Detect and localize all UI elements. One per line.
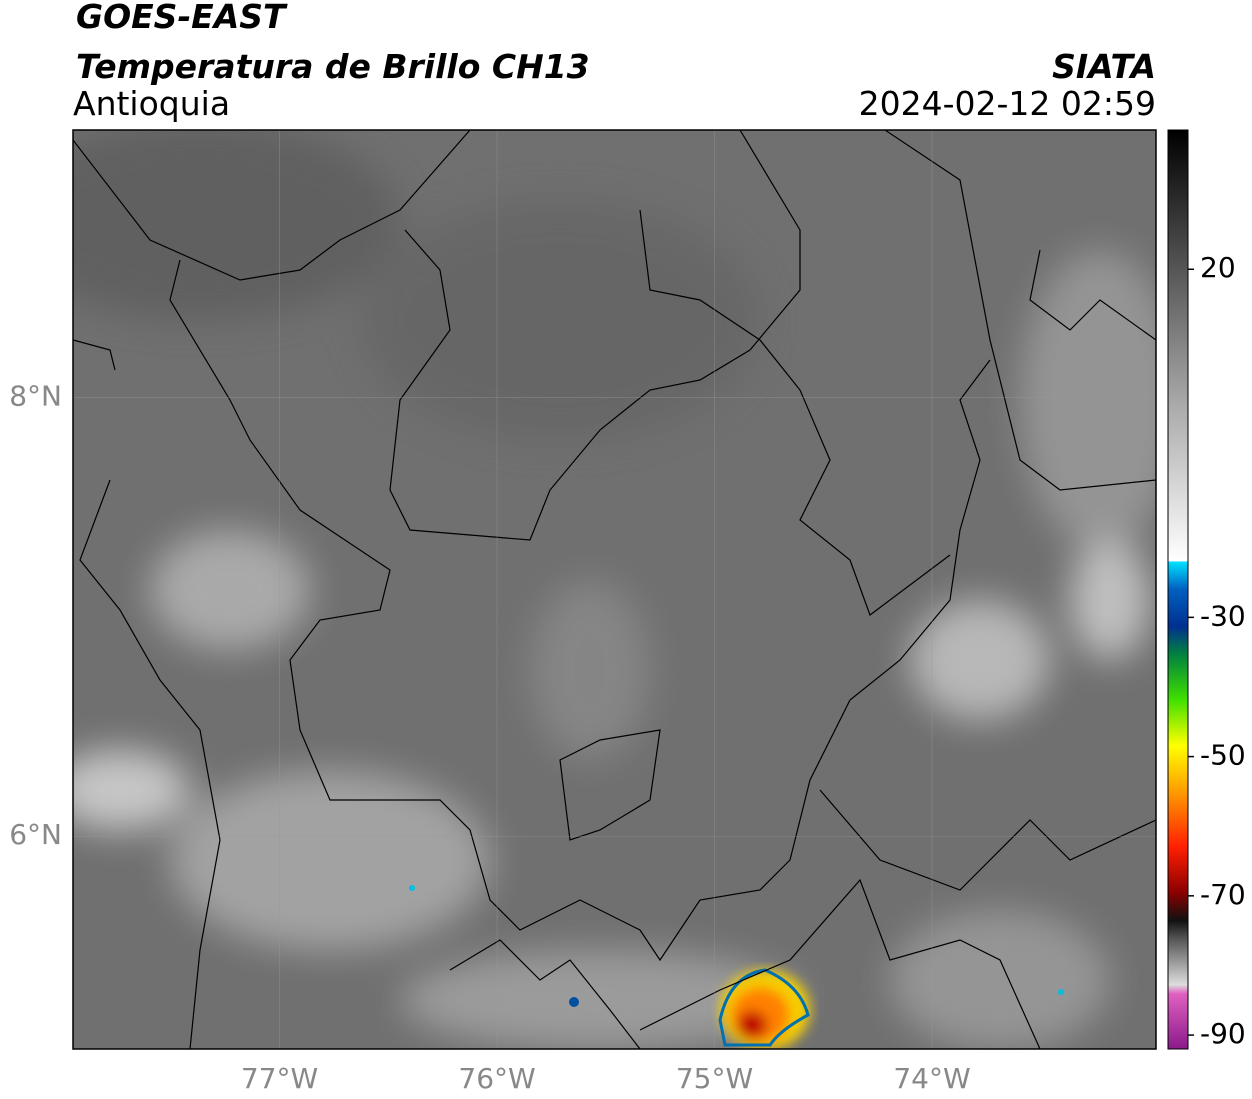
y-tick-label: 8°N: [9, 380, 62, 413]
colorbar: [1167, 129, 1189, 1050]
subtitle: Temperatura de Brillo CH13: [76, 47, 590, 86]
x-tick-label: 75°W: [676, 1062, 753, 1095]
region: Antioquia: [73, 84, 230, 123]
x-tick-label: 76°W: [458, 1062, 535, 1095]
colorbar-tick-label: -90: [1200, 1017, 1246, 1050]
colorbar-tick-label: -30: [1200, 599, 1246, 632]
x-tick-label: 77°W: [241, 1062, 318, 1095]
colorbar-tick-label: -70: [1200, 878, 1246, 911]
map-frame: [72, 129, 1157, 1050]
colorbar-tick-label: 20: [1200, 251, 1236, 284]
y-tick-label: 6°N: [9, 818, 62, 851]
datetime: 2024-02-12 02:59: [859, 84, 1156, 123]
source: SIATA: [1052, 47, 1156, 86]
colorbar-tick-label: -50: [1200, 739, 1246, 772]
x-tick-label: 74°W: [893, 1062, 970, 1095]
title: GOES-EAST: [76, 0, 288, 36]
satellite-image: [73, 130, 1156, 1049]
